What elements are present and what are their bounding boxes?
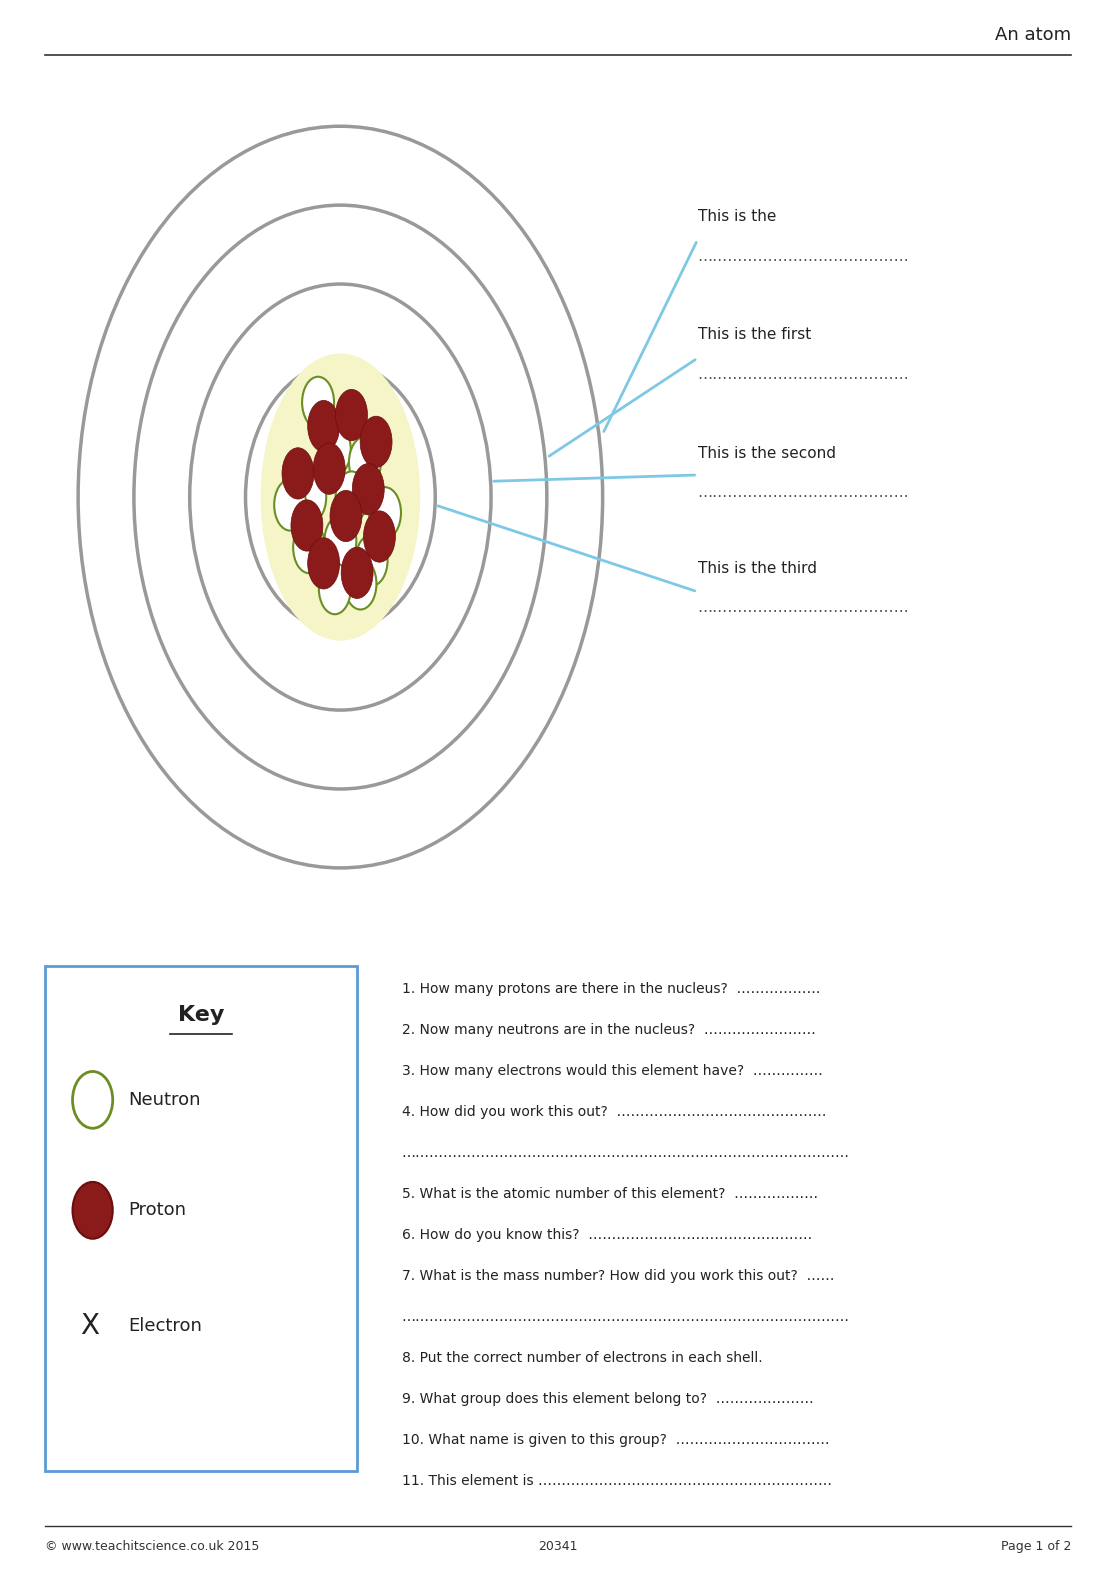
- Text: This is the second: This is the second: [698, 445, 836, 461]
- Text: Proton: Proton: [128, 1201, 186, 1220]
- Text: An atom: An atom: [995, 27, 1071, 44]
- Ellipse shape: [341, 548, 373, 598]
- Text: © www.teachitscience.co.uk 2015: © www.teachitscience.co.uk 2015: [45, 1540, 259, 1553]
- Text: This is the: This is the: [698, 208, 776, 224]
- Text: ……………………………………………………………………………………: ……………………………………………………………………………………: [402, 1310, 849, 1324]
- Ellipse shape: [345, 559, 376, 609]
- FancyBboxPatch shape: [45, 966, 357, 1471]
- Text: This is the third: This is the third: [698, 560, 817, 576]
- Ellipse shape: [261, 353, 420, 641]
- Text: 9. What group does this element belong to?  …………………: 9. What group does this element belong t…: [402, 1392, 814, 1406]
- Text: Neutron: Neutron: [128, 1090, 201, 1109]
- Ellipse shape: [295, 472, 326, 522]
- Ellipse shape: [291, 500, 323, 551]
- Text: 4. How did you work this out?  ………………………………………: 4. How did you work this out? ……………………………: [402, 1105, 826, 1119]
- Ellipse shape: [356, 535, 387, 585]
- Text: 11. This element is ………………………………………………………: 11. This element is ………………………………………………………: [402, 1474, 831, 1488]
- Text: 2. Now many neutrons are in the nucleus?  ……………………: 2. Now many neutrons are in the nucleus?…: [402, 1023, 816, 1037]
- Ellipse shape: [308, 538, 339, 589]
- Ellipse shape: [294, 522, 325, 573]
- Text: ……………………………………: ……………………………………: [698, 248, 910, 264]
- Text: ……………………………………………………………………………………: ……………………………………………………………………………………: [402, 1146, 849, 1160]
- Ellipse shape: [282, 448, 314, 499]
- Text: ……………………………………: ……………………………………: [698, 366, 910, 382]
- Text: Electron: Electron: [128, 1316, 202, 1335]
- Text: X: X: [79, 1311, 99, 1340]
- Ellipse shape: [336, 472, 367, 522]
- Ellipse shape: [325, 516, 356, 567]
- Text: 8. Put the correct number of electrons in each shell.: 8. Put the correct number of electrons i…: [402, 1351, 762, 1365]
- Ellipse shape: [353, 464, 384, 514]
- Text: This is the first: This is the first: [698, 327, 810, 342]
- Circle shape: [73, 1182, 113, 1239]
- Text: ……………………………………: ……………………………………: [698, 600, 910, 615]
- Text: ……………………………………: ……………………………………: [698, 484, 910, 500]
- Text: 10. What name is given to this group?  ……………………………: 10. What name is given to this group? ………: [402, 1433, 829, 1447]
- Ellipse shape: [349, 437, 381, 488]
- Text: 1. How many protons are there in the nucleus?  ………………: 1. How many protons are there in the nuc…: [402, 982, 820, 996]
- Ellipse shape: [364, 511, 395, 562]
- Ellipse shape: [330, 491, 362, 541]
- Ellipse shape: [360, 417, 392, 467]
- Text: Key: Key: [177, 1005, 224, 1026]
- Text: 7. What is the mass number? How did you work this out?  ……: 7. What is the mass number? How did you …: [402, 1269, 835, 1283]
- Ellipse shape: [308, 401, 339, 451]
- Circle shape: [73, 1071, 113, 1128]
- Text: 20341: 20341: [538, 1540, 578, 1553]
- Text: 6. How do you know this?  …………………………………………: 6. How do you know this? …………………………………………: [402, 1228, 812, 1242]
- Text: 5. What is the atomic number of this element?  ………………: 5. What is the atomic number of this ele…: [402, 1187, 818, 1201]
- Ellipse shape: [275, 480, 306, 530]
- Ellipse shape: [302, 377, 334, 428]
- Text: Page 1 of 2: Page 1 of 2: [1001, 1540, 1071, 1553]
- Text: 3. How many electrons would this element have?  ……………: 3. How many electrons would this element…: [402, 1064, 822, 1078]
- Ellipse shape: [319, 424, 350, 475]
- Ellipse shape: [319, 563, 350, 614]
- Ellipse shape: [336, 390, 367, 440]
- Ellipse shape: [369, 488, 401, 538]
- Ellipse shape: [314, 443, 345, 494]
